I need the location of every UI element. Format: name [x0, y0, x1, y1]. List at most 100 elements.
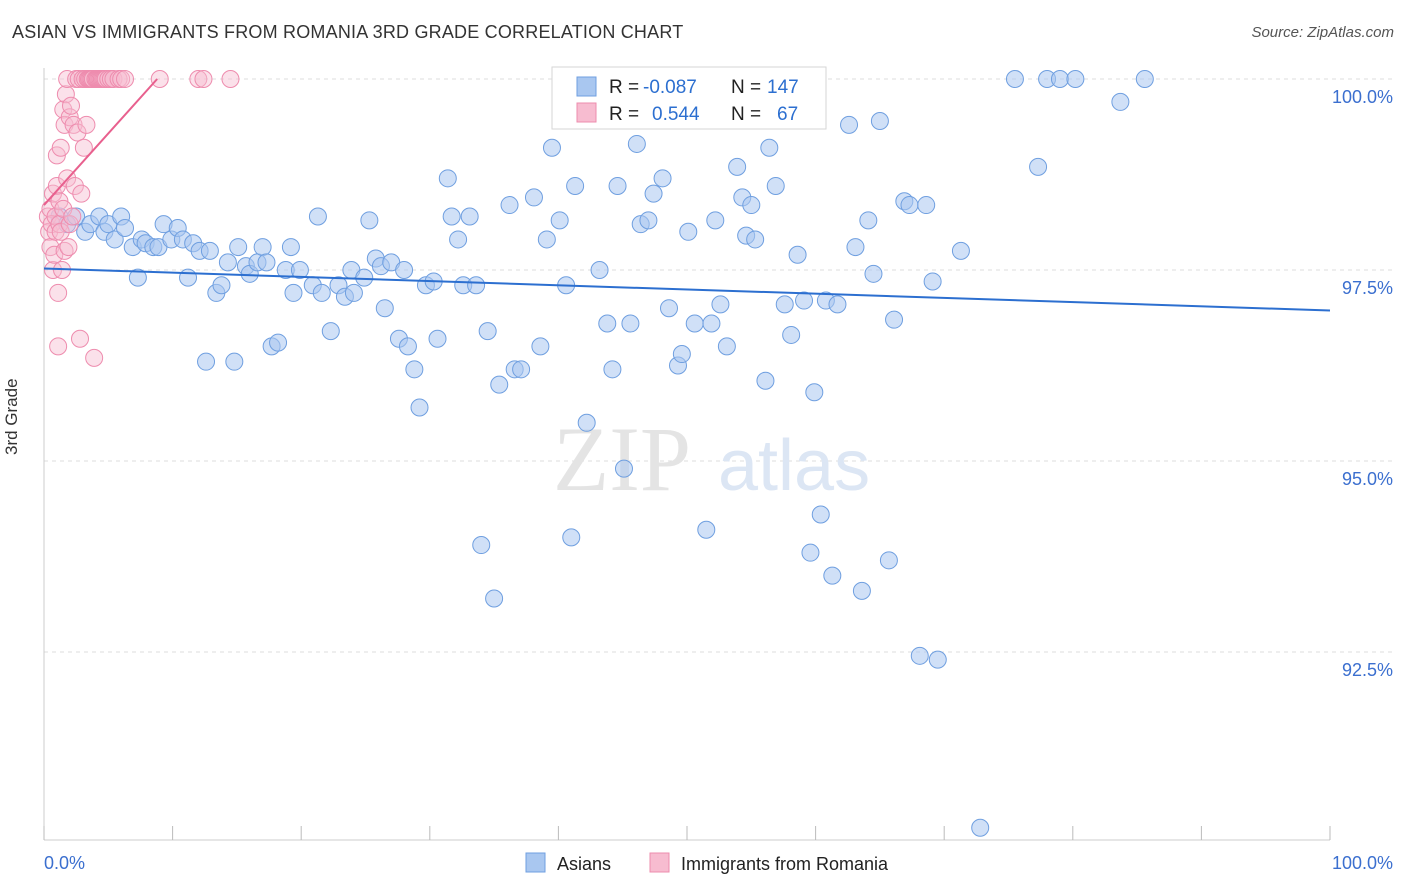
asians-point — [438, 169, 457, 188]
asians-point — [859, 211, 878, 230]
series-legend-swatch-romania — [649, 852, 670, 873]
asians-point — [405, 360, 424, 379]
asians-point — [805, 383, 824, 402]
asians-point — [852, 581, 871, 600]
asians-point — [679, 222, 698, 241]
asians-point — [697, 520, 716, 539]
asians-point — [218, 253, 237, 272]
asians-point — [410, 398, 429, 417]
legend-swatch-romania — [576, 102, 597, 123]
asians-point — [428, 329, 447, 348]
asians-point — [823, 566, 842, 585]
source-label: Source: ZipAtlas.com — [1251, 24, 1394, 41]
asians-point — [467, 276, 486, 295]
asians-point — [281, 238, 300, 257]
legend-n-label-romania: N = — [731, 104, 761, 125]
romania-points — [38, 70, 240, 367]
legend-n-label-asians: N = — [731, 77, 761, 98]
asians-point — [460, 207, 479, 226]
asians-point — [442, 207, 461, 226]
watermark: ZIP atlas — [553, 408, 870, 510]
series-legend-swatch-asians — [525, 852, 546, 873]
asians-point — [485, 589, 504, 608]
asians-point — [398, 337, 417, 356]
romania-point — [194, 70, 213, 88]
asians-point — [627, 134, 646, 153]
asians-point — [828, 295, 847, 314]
legend-r-label-asians: R = — [609, 77, 639, 98]
asians-point — [269, 333, 288, 352]
asians-point — [360, 211, 379, 230]
asians-point — [840, 115, 859, 134]
romania-point — [150, 70, 169, 88]
romania-point — [85, 348, 104, 367]
romania-point — [51, 138, 70, 157]
correlation-legend: R = -0.087 N = 147 R = 0.544 N = 67 — [551, 66, 827, 130]
asians-point — [1066, 70, 1085, 88]
asians-point — [128, 268, 147, 287]
asians-point — [706, 211, 725, 230]
asians-point — [756, 371, 775, 390]
asians-point — [562, 528, 581, 547]
x-tick-label-min: 0.0% — [44, 853, 85, 873]
asians-point — [253, 238, 272, 257]
asians-point — [644, 184, 663, 203]
asians-point — [577, 413, 596, 432]
asians-point — [864, 264, 883, 283]
y-tick-label: 92.5% — [1342, 660, 1393, 680]
asians-point — [811, 505, 830, 524]
asians-point — [105, 230, 124, 249]
asians-point — [900, 196, 919, 215]
asians-point — [775, 295, 794, 314]
romania-point — [45, 245, 64, 264]
series-legend: Asians Immigrants from Romania — [525, 852, 889, 874]
asians-point — [879, 551, 898, 570]
asians-point — [212, 276, 231, 295]
asians-point — [971, 818, 990, 837]
asians-point — [375, 299, 394, 318]
asians-point — [746, 230, 765, 249]
asians-point — [598, 314, 617, 333]
romania-point — [77, 115, 96, 134]
asians-point — [614, 459, 633, 478]
watermark-zip: ZIP — [553, 408, 691, 510]
asians-point — [923, 272, 942, 291]
legend-swatch-asians — [576, 76, 597, 97]
romania-point — [221, 70, 240, 88]
asians-point — [308, 207, 327, 226]
asians-point — [537, 230, 556, 249]
asians-point — [355, 268, 374, 287]
asians-points — [50, 70, 1154, 837]
romania-point — [116, 70, 135, 88]
romania-point — [56, 85, 75, 104]
asians-point — [742, 196, 761, 215]
asians-point — [500, 196, 519, 215]
asians-point — [846, 238, 865, 257]
asians-point — [590, 261, 609, 279]
legend-n-value-asians: 147 — [767, 77, 799, 98]
legend-r-value-romania: 0.544 — [652, 104, 700, 125]
asians-point — [608, 176, 627, 195]
asians-point — [566, 176, 585, 195]
asians-point — [910, 646, 929, 665]
asians-point — [200, 241, 219, 260]
romania-point — [65, 176, 84, 195]
legend-r-label-romania: R = — [609, 104, 639, 125]
y-tick-label: 100.0% — [1332, 87, 1393, 107]
asians-point — [321, 322, 340, 341]
asians-point — [711, 295, 730, 314]
asians-point — [659, 299, 678, 318]
gridlines — [44, 78, 1392, 653]
asians-point — [312, 283, 331, 302]
asians-point — [290, 261, 309, 279]
romania-point — [59, 238, 78, 257]
asians-point — [685, 314, 704, 333]
romania-point — [112, 70, 131, 88]
romania-point — [74, 138, 93, 157]
asians-point — [550, 211, 569, 230]
romania-point — [47, 176, 66, 195]
y-tick-label: 95.0% — [1342, 469, 1393, 489]
asians-point — [653, 169, 672, 188]
asians-point — [531, 337, 550, 356]
